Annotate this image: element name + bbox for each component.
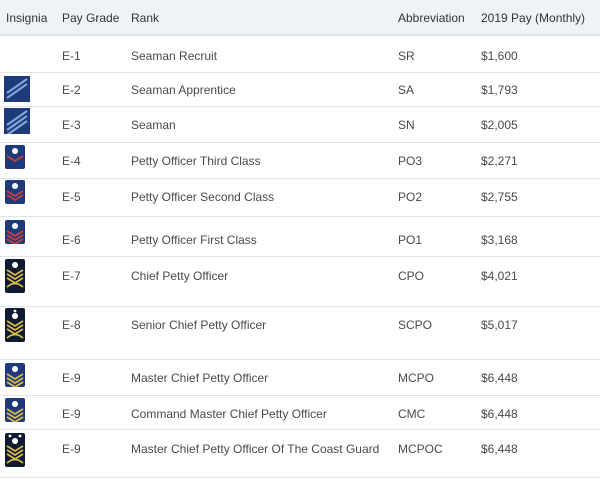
cpo-chevron-icon: [4, 259, 26, 293]
pay-cell: $6,448: [481, 371, 518, 385]
table-row: E-1 Seaman Recruit SR $1,600: [0, 38, 600, 73]
abbreviation-cell: SCPO: [398, 318, 433, 332]
table-row: E-2 Seaman Apprentice SA $1,793: [0, 73, 600, 107]
mcpo-chevron-icon: [4, 363, 26, 387]
table-row: E-8 Senior Chief Petty Officer SCPO $5,017: [0, 307, 600, 360]
scpo-chevron-icon: [4, 308, 26, 342]
table-row: E-3 Seaman SN $2,005: [0, 107, 600, 143]
header-insignia: Insignia: [6, 11, 48, 25]
rank-cell: Master Chief Petty Officer Of The Coast …: [131, 442, 380, 456]
pay-cell: $6,448: [481, 442, 518, 456]
cmc-chevron-icon: [4, 398, 26, 422]
table-row: E-9 Master Chief Petty Officer Of The Coa…: [0, 430, 600, 478]
rank-cell: Senior Chief Petty Officer: [131, 318, 267, 332]
table-row: E-9 Master Chief Petty Officer MCPO $6,448: [0, 360, 600, 396]
table-row: E-5 Petty Officer Second Class PO2 $2,755: [0, 179, 600, 217]
abbreviation-cell: PO1: [398, 233, 423, 247]
three-stripe-icon: [4, 108, 30, 134]
abbreviation-cell: MCPOC: [398, 442, 443, 456]
pay-cell: $2,271: [481, 154, 518, 168]
pay-grade-cell: E-2: [62, 83, 81, 97]
abbreviation-cell: SR: [398, 49, 415, 63]
pay-grade-cell: E-4: [62, 154, 81, 168]
pay-cell: $4,021: [481, 269, 518, 283]
table-row: E-9 Command Master Chief Petty Officer CMC…: [0, 396, 600, 430]
pay-cell: $3,168: [481, 233, 518, 247]
header-rank: Rank: [131, 11, 160, 25]
rank-cell: Seaman Recruit: [131, 49, 218, 63]
pay-grade-cell: E-8: [62, 318, 81, 332]
rank-cell: Seaman: [131, 118, 176, 132]
pay-grade-cell: E-5: [62, 190, 81, 204]
pay-cell: $2,755: [481, 190, 518, 204]
abbreviation-cell: MCPO: [398, 371, 434, 385]
mcpoc-chevron-icon: [4, 433, 26, 467]
abbreviation-cell: CPO: [398, 269, 425, 283]
rank-cell: Petty Officer First Class: [131, 233, 257, 247]
pay-cell: $2,005: [481, 118, 518, 132]
pay-cell: $1,600: [481, 49, 518, 63]
pay-cell: $1,793: [481, 83, 518, 97]
header-pay: 2019 Pay (Monthly): [481, 11, 586, 25]
pay-grade-cell: E-9: [62, 371, 81, 385]
rank-cell: Petty Officer Third Class: [131, 154, 261, 168]
po2-chevron-icon: [4, 180, 26, 204]
header-abbreviation: Abbreviation: [398, 11, 465, 25]
po1-chevron-icon: [4, 220, 26, 244]
table-row: E-4 Petty Officer Third Class PO3 $2,271: [0, 143, 600, 179]
pay-grade-cell: E-7: [62, 269, 81, 283]
rank-cell: Command Master Chief Petty Officer: [131, 407, 327, 421]
header-pay-grade: Pay Grade: [62, 11, 120, 25]
pay-grade-cell: E-1: [62, 49, 81, 63]
rank-cell: Chief Petty Officer: [131, 269, 229, 283]
pay-grade-cell: E-6: [62, 233, 81, 247]
table-header-row: Insignia Pay Grade Rank Abbreviation 201…: [0, 0, 600, 36]
rank-cell: Master Chief Petty Officer: [131, 371, 269, 385]
rank-cell: Seaman Apprentice: [131, 83, 236, 97]
table-row: E-6 Petty Officer First Class PO1 $3,168: [0, 217, 600, 257]
table-row: E-7 Chief Petty Officer CPO $4,021: [0, 257, 600, 307]
pay-cell: $6,448: [481, 407, 518, 421]
rank-cell: Petty Officer Second Class: [131, 190, 275, 204]
abbreviation-cell: SA: [398, 83, 415, 97]
pay-grade-cell: E-3: [62, 118, 81, 132]
abbreviation-cell: SN: [398, 118, 415, 132]
pay-grade-cell: E-9: [62, 407, 81, 421]
abbreviation-cell: PO2: [398, 190, 423, 204]
pay-grade-cell: E-9: [62, 442, 81, 456]
abbreviation-cell: PO3: [398, 154, 423, 168]
pay-cell: $5,017: [481, 318, 518, 332]
po3-chevron-icon: [4, 145, 26, 169]
two-stripe-icon: [4, 76, 30, 102]
abbreviation-cell: CMC: [398, 407, 426, 421]
